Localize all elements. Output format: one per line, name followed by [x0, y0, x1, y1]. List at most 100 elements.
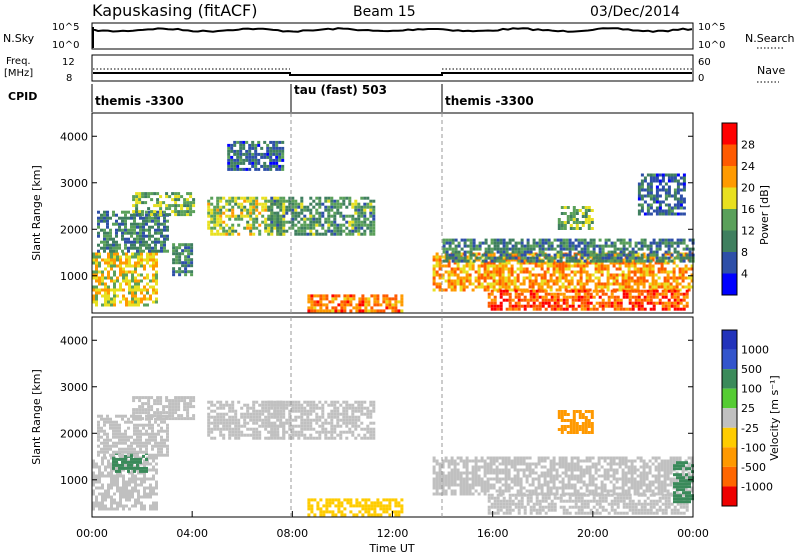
heatmap-cell	[107, 291, 110, 295]
heatmap-cell	[567, 285, 571, 289]
heatmap-cell	[492, 264, 496, 268]
heatmap-cell	[315, 208, 319, 212]
heatmap-cell	[636, 267, 640, 271]
heatmap-cell	[379, 507, 383, 511]
heatmap-cell	[489, 465, 493, 469]
heatmap-cell	[477, 264, 481, 268]
heatmap-cell	[360, 211, 364, 215]
heatmap-cell	[306, 403, 310, 407]
heatmap-cell	[134, 288, 137, 292]
heatmap-cell	[95, 462, 98, 466]
heatmap-cell	[640, 247, 644, 251]
heatmap-cell	[297, 229, 301, 233]
heatmap-cell	[246, 220, 250, 224]
heatmap-cell	[152, 300, 155, 304]
heatmap-cell	[189, 417, 193, 421]
heatmap-cell	[624, 273, 628, 277]
heatmap-cell	[148, 441, 151, 445]
heatmap-cell	[666, 276, 670, 280]
heatmap-cell	[309, 223, 313, 227]
heatmap-cell	[139, 441, 142, 445]
heatmap-cell	[330, 430, 334, 434]
heatmap-cell	[354, 211, 358, 215]
heatmap-cell	[225, 199, 229, 203]
heatmap-cell	[576, 279, 580, 283]
heatmap-cell	[307, 297, 311, 301]
heatmap-cell	[505, 292, 509, 296]
heatmap-cell	[107, 297, 110, 301]
heatmap-cell	[462, 483, 466, 487]
heatmap-cell	[97, 243, 100, 247]
heatmap-cell	[444, 474, 448, 478]
heatmap-cell	[145, 423, 148, 427]
heatmap-cell	[613, 250, 617, 254]
heatmap-cell	[535, 292, 539, 296]
heatmap-cell	[300, 223, 304, 227]
heatmap-cell	[291, 436, 295, 440]
heatmap-cell	[376, 297, 380, 301]
heatmap-cell	[145, 243, 148, 247]
heatmap-cell	[95, 495, 98, 499]
heatmap-cell	[468, 273, 472, 277]
heatmap-cell	[606, 270, 610, 274]
heatmap-cell	[655, 247, 659, 251]
heatmap-cell	[240, 214, 244, 218]
heatmap-cell	[364, 309, 368, 313]
heatmap-cell	[152, 474, 155, 478]
heatmap-cell	[166, 450, 169, 454]
heatmap-cell	[345, 232, 349, 236]
heatmap-cell	[459, 492, 463, 496]
heatmap-cell	[589, 250, 593, 254]
heatmap-cell	[655, 244, 659, 248]
heatmap-cell	[222, 427, 226, 431]
heatmap-cell	[144, 408, 148, 412]
heatmap-cell	[125, 252, 128, 256]
heatmap-cell	[141, 402, 145, 406]
heatmap-cell	[246, 196, 250, 200]
heatmap-cell	[339, 205, 343, 209]
station-title: Kapuskasing (fitACF)	[92, 1, 257, 20]
heatmap-cell	[643, 259, 647, 263]
heatmap-cell	[457, 253, 461, 257]
heatmap-cell	[273, 214, 277, 218]
heatmap-cell	[282, 217, 286, 221]
heatmap-cell	[655, 295, 659, 299]
heatmap-cell	[508, 247, 512, 251]
heatmap-cell	[294, 232, 298, 236]
heatmap-cell	[454, 256, 458, 260]
heatmap-cell	[612, 261, 616, 265]
heatmap-cell	[354, 205, 358, 209]
heatmap-cell	[184, 246, 188, 250]
heatmap-cell	[606, 273, 610, 277]
heatmap-cell	[113, 303, 116, 307]
heatmap-cell	[352, 513, 356, 517]
heatmap-cell	[337, 510, 341, 514]
heatmap-cell	[103, 228, 106, 232]
heatmap-cell	[360, 421, 364, 425]
heatmap-cell	[237, 205, 241, 209]
heatmap-cell	[364, 297, 368, 301]
heatmap-cell	[321, 211, 325, 215]
heatmap-cell	[670, 238, 674, 242]
heatmap-cell	[493, 307, 497, 311]
heatmap-cell	[357, 406, 361, 410]
heatmap-cell	[462, 459, 466, 463]
heatmap-cell	[354, 220, 358, 224]
heatmap-cell	[92, 252, 95, 256]
heatmap-cell	[171, 210, 175, 214]
heatmap-cell	[231, 415, 235, 419]
heatmap-cell	[322, 309, 326, 313]
heatmap-cell	[291, 217, 295, 221]
heatmap-cell	[337, 504, 341, 508]
heatmap-cell	[115, 414, 118, 418]
heatmap-cell	[310, 306, 314, 310]
heatmap-cell	[251, 152, 255, 156]
heatmap-cell	[504, 261, 508, 265]
heatmap-cell	[334, 294, 338, 298]
heatmap-cell	[661, 173, 665, 177]
heatmap-cell	[592, 295, 596, 299]
heatmap-cell	[312, 400, 316, 404]
heatmap-cell	[586, 247, 590, 251]
heatmap-cell	[294, 433, 298, 437]
heatmap-cell	[496, 289, 500, 293]
